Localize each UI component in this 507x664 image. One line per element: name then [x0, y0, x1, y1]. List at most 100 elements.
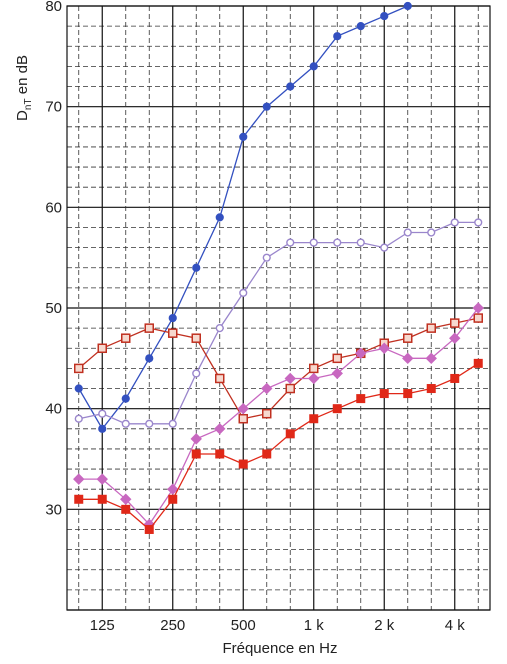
series-5 [74, 358, 483, 534]
data-point [474, 218, 483, 227]
series-4 [73, 302, 484, 531]
data-point [239, 132, 248, 141]
data-point [286, 238, 295, 247]
data-point [215, 324, 224, 333]
data-point [167, 483, 179, 495]
data-point [168, 313, 177, 323]
data-point [284, 372, 296, 385]
data-point [449, 332, 461, 344]
data-point [73, 473, 85, 485]
y-axis-label: DnT en dB [14, 55, 34, 121]
data-point [98, 424, 107, 433]
data-point [262, 408, 272, 419]
data-point [214, 423, 226, 435]
x-tick-label: 2 k [374, 617, 395, 634]
data-point [74, 384, 83, 393]
data-point [426, 384, 436, 394]
series-1 [74, 1, 412, 433]
data-point [145, 419, 154, 428]
data-point [380, 243, 389, 252]
data-point [121, 333, 131, 343]
data-point [238, 413, 248, 424]
data-point [356, 394, 366, 404]
series-2 [74, 218, 483, 428]
series-line [78, 307, 479, 526]
data-point [98, 409, 107, 418]
y-tick-label: 30 [45, 501, 62, 518]
data-point [403, 228, 412, 237]
data-point [285, 429, 295, 439]
x-tick-label: 1 k [304, 617, 325, 634]
x-tick-label: 500 [231, 617, 256, 634]
x-tick-label: 4 k [445, 617, 466, 634]
data-point [332, 353, 342, 364]
data-point [450, 373, 460, 383]
data-point [215, 213, 224, 222]
data-point [308, 372, 320, 385]
data-point [237, 402, 249, 415]
data-point [380, 11, 389, 21]
data-point [262, 449, 272, 459]
data-point [356, 238, 365, 247]
data-point [145, 354, 154, 363]
data-point [144, 323, 154, 333]
y-axis-label-rest: en dB [14, 55, 31, 98]
data-point [215, 449, 225, 459]
data-point [121, 504, 131, 514]
data-point [74, 494, 84, 504]
y-tick-label: 70 [45, 99, 62, 116]
data-point [74, 414, 83, 423]
data-point [74, 363, 84, 374]
data-point [333, 32, 342, 41]
data-point [191, 449, 201, 459]
data-point [97, 494, 107, 504]
x-tick-label: 125 [90, 617, 115, 634]
series-3 [74, 313, 483, 424]
data-point [215, 373, 225, 384]
data-point [403, 1, 412, 11]
data-point [472, 302, 484, 314]
data-point [309, 238, 318, 247]
data-point [356, 22, 365, 31]
data-point [473, 358, 483, 368]
data-point [286, 82, 295, 91]
data-point [168, 494, 178, 504]
y-tick-label: 60 [45, 199, 62, 216]
data-point [262, 102, 271, 111]
x-tick-labels: 125 250 500 1 k 2 k 4 k [90, 617, 466, 634]
data-point [239, 288, 248, 298]
data-point [355, 347, 367, 360]
y-tick-labels: 30 40 50 60 70 80 [45, 0, 62, 518]
data-point [309, 363, 319, 374]
y-axis-label-main: D [14, 110, 31, 121]
series-line [78, 221, 479, 425]
data-point [331, 367, 343, 380]
data-point [192, 263, 201, 272]
series-layer [73, 1, 484, 534]
data-point [427, 228, 436, 237]
data-point [473, 313, 483, 323]
data-point [426, 323, 436, 333]
y-axis-label-sub: nT [23, 98, 34, 110]
plot-frame [66, 5, 491, 611]
data-point [309, 62, 318, 71]
data-point [168, 328, 178, 338]
y-tick-label: 40 [45, 401, 62, 418]
data-point [402, 352, 414, 365]
data-point [191, 333, 201, 343]
y-tick-label: 80 [45, 0, 62, 15]
data-point [450, 318, 460, 328]
y-tick-label: 50 [45, 300, 62, 317]
data-point [190, 433, 202, 445]
data-point [378, 342, 390, 354]
data-point [261, 382, 273, 395]
data-point [450, 218, 459, 227]
data-point [121, 419, 130, 428]
x-axis-label: Fréquence en Hz [222, 640, 337, 657]
data-point [192, 369, 201, 378]
data-point [285, 383, 295, 394]
grid [66, 5, 491, 611]
data-point [121, 394, 130, 403]
data-point [403, 333, 413, 343]
data-point [96, 473, 108, 485]
